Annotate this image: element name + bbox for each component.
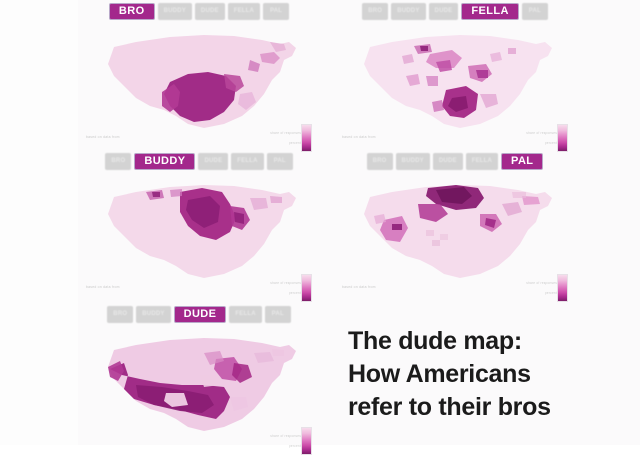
colorbar-label-top-buddy: share of responses bbox=[270, 281, 301, 285]
caption-line-3: refer to their bros bbox=[348, 393, 551, 421]
choropleth-buddy: share of responses percent bbox=[84, 170, 314, 302]
tab-row-fella: bro buddy dude FELLA pal bbox=[340, 2, 570, 20]
fella-hotspot-lower-mississippi bbox=[442, 86, 478, 118]
pal-midtone-northeast bbox=[512, 192, 540, 205]
dude-midtone-northeast bbox=[254, 349, 284, 363]
source-note-buddy: based on data from bbox=[86, 285, 120, 289]
choropleth-dude: share of responses percent bbox=[84, 323, 314, 455]
source-note-pal: based on data from bbox=[342, 285, 376, 289]
buddy-hotspot-upper-midwest bbox=[180, 188, 250, 240]
pal-midtone-west bbox=[374, 214, 408, 242]
tab-pal[interactable]: pal bbox=[264, 305, 291, 323]
colorbar-dude bbox=[301, 427, 312, 455]
pal-hotspot-northern-plains bbox=[418, 185, 484, 222]
tab-row-buddy: bro BUDDY dude fella pal bbox=[84, 152, 314, 170]
tab-fella[interactable]: fella bbox=[465, 152, 499, 170]
tab-pal[interactable]: pal bbox=[266, 152, 293, 170]
tab-pal[interactable]: PAL bbox=[501, 152, 544, 170]
colorbar-label-top-pal: share of responses bbox=[526, 281, 557, 285]
tab-buddy[interactable]: buddy bbox=[136, 305, 171, 323]
colorbar-fella bbox=[557, 124, 568, 152]
tab-dude[interactable]: dude bbox=[194, 2, 225, 20]
fella-midtone-midwest bbox=[402, 44, 516, 112]
fella-midtone-southeast bbox=[480, 94, 498, 108]
tab-pal[interactable]: pal bbox=[521, 2, 548, 20]
colorbar-label-top-fella: share of responses bbox=[526, 131, 557, 135]
source-note-fella: based on data from bbox=[342, 135, 376, 139]
map-cell-fella: bro buddy dude FELLA pal bbox=[340, 2, 570, 152]
colorbar-label-top-bro: share of responses bbox=[270, 131, 301, 135]
dude-light-inliers bbox=[164, 375, 220, 407]
bro-midtone-southeast bbox=[238, 92, 256, 110]
tab-dude[interactable]: dude bbox=[198, 152, 229, 170]
source-note-bro: based on data from bbox=[86, 135, 120, 139]
colorbar-label-bottom-fella: percent bbox=[544, 141, 557, 145]
caption-block: The dude map: How Americans refer to the… bbox=[348, 325, 551, 424]
bro-hotspot-south bbox=[162, 72, 244, 122]
choropleth-pal: share of responses percent bbox=[340, 170, 570, 302]
colorbar-bro bbox=[301, 124, 312, 152]
tab-buddy[interactable]: BUDDY bbox=[134, 152, 196, 170]
tab-bro[interactable]: bro bbox=[107, 305, 134, 323]
tab-fella[interactable]: fella bbox=[227, 2, 261, 20]
tab-buddy[interactable]: buddy bbox=[391, 2, 426, 20]
tab-dude[interactable]: dude bbox=[428, 2, 459, 20]
tab-bro[interactable]: bro bbox=[366, 152, 393, 170]
tab-buddy[interactable]: buddy bbox=[157, 2, 192, 20]
tab-fella[interactable]: fella bbox=[231, 152, 264, 170]
tab-fella[interactable]: fella bbox=[229, 305, 262, 323]
buddy-midtone-northeast bbox=[250, 196, 282, 210]
colorbar-label-bottom-pal: percent bbox=[544, 291, 557, 295]
caption-line-1: The dude map: bbox=[348, 327, 522, 355]
dude-midtone-midwest bbox=[204, 351, 252, 383]
colorbar-buddy bbox=[301, 274, 312, 302]
map-cell-pal: bro buddy dude fella PAL bbox=[340, 152, 570, 302]
caption-line-2: How Americans bbox=[348, 360, 531, 388]
tab-buddy[interactable]: buddy bbox=[395, 152, 430, 170]
tab-fella[interactable]: FELLA bbox=[461, 2, 519, 20]
colorbar-label-bottom-buddy: percent bbox=[288, 291, 301, 295]
tab-dude[interactable]: DUDE bbox=[173, 305, 227, 323]
tab-row-bro: BRO buddy dude fella pal bbox=[84, 2, 314, 20]
bro-midtone-northeast bbox=[248, 42, 286, 72]
map-cell-bro: BRO buddy dude fella pal bbox=[84, 2, 314, 152]
tab-row-pal: bro buddy dude fella PAL bbox=[340, 152, 570, 170]
tab-pal[interactable]: pal bbox=[263, 2, 290, 20]
colorbar-label-bottom-bro: percent bbox=[288, 141, 301, 145]
choropleth-fella: share of responses percent bbox=[340, 20, 570, 152]
dude-midtone-southeast bbox=[230, 397, 248, 411]
us-outline-dude bbox=[108, 338, 296, 431]
pal-midtone-great-lakes bbox=[480, 202, 522, 232]
tab-bro[interactable]: bro bbox=[105, 152, 132, 170]
colorbar-label-top-dude: share of responses bbox=[270, 434, 301, 438]
tab-bro[interactable]: bro bbox=[362, 2, 389, 20]
colorbar-pal bbox=[557, 274, 568, 302]
map-cell-buddy: bro BUDDY dude fella pal bbox=[84, 152, 314, 302]
map-cell-dude: bro buddy DUDE fella pal bbox=[84, 305, 314, 455]
tab-bro[interactable]: BRO bbox=[108, 2, 155, 20]
image-canvas: BRO buddy dude fella pal bbox=[84, 2, 570, 455]
tab-row-dude: bro buddy DUDE fella pal bbox=[84, 305, 314, 323]
choropleth-bro: share of responses percent bbox=[84, 20, 314, 152]
buddy-midtone-northwest bbox=[146, 189, 182, 200]
pal-light-speckles bbox=[426, 230, 448, 246]
tab-dude[interactable]: dude bbox=[432, 152, 463, 170]
